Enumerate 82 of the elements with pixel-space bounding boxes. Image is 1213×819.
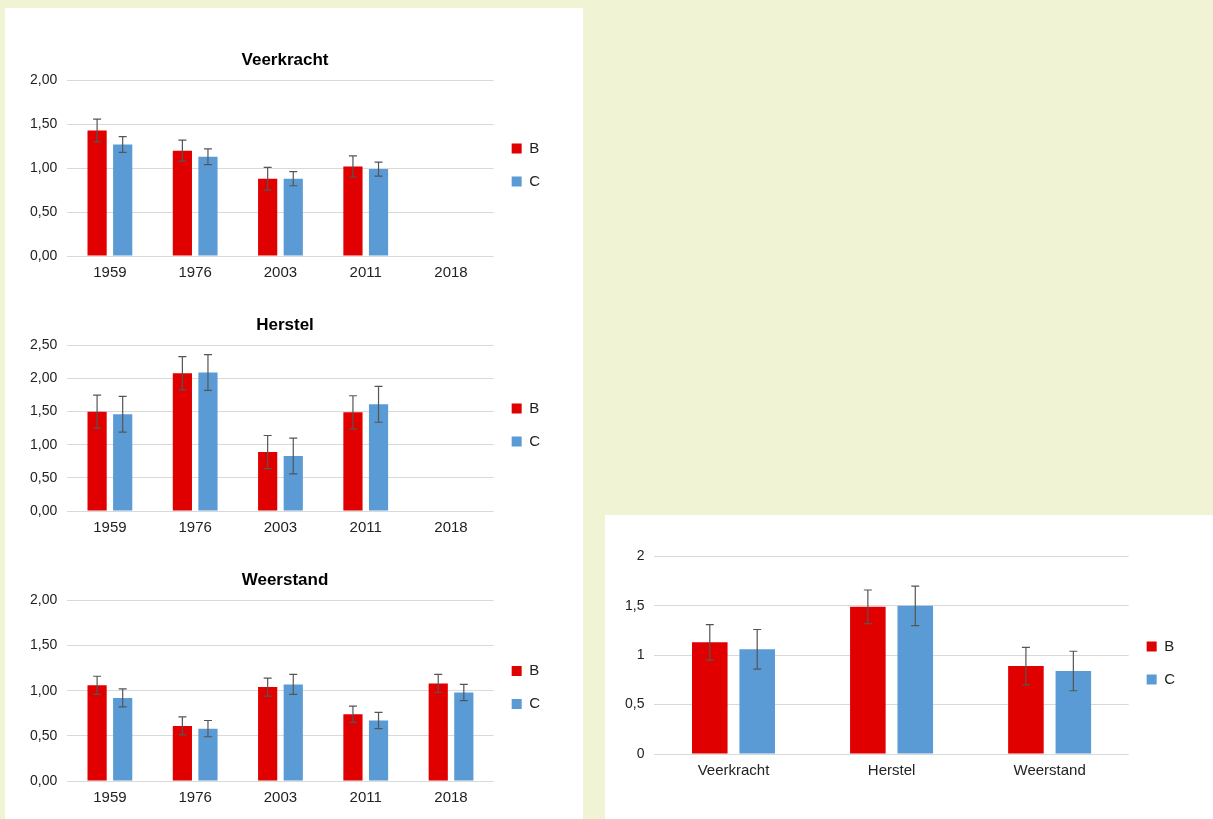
y-tick-label: 0,5	[624, 695, 645, 712]
y-tick-label: 2,00	[30, 71, 58, 88]
bar	[258, 178, 278, 256]
bar	[739, 649, 775, 754]
bar	[113, 414, 133, 511]
bar	[198, 728, 218, 781]
x-tick-label: 2011	[349, 263, 382, 281]
legend-label: C	[529, 694, 541, 712]
bar	[368, 404, 389, 511]
legend-label: C	[529, 431, 541, 449]
y-tick-label: 0,50	[30, 726, 58, 743]
bar	[283, 456, 303, 511]
y-tick-label: 0,00	[30, 246, 58, 263]
y-tick-label: 1,5	[624, 596, 645, 613]
y-tick-label: 0,50	[30, 202, 58, 219]
chart-title: Weerstand	[241, 569, 329, 589]
bar	[87, 130, 107, 256]
legend-label: C	[529, 171, 541, 189]
x-tick-label: 2003	[263, 518, 298, 536]
x-tick-label: 1976	[178, 788, 212, 806]
bar	[1008, 666, 1044, 754]
bar	[172, 150, 192, 256]
x-tick-label: 2018	[434, 263, 468, 281]
bar	[1055, 671, 1092, 754]
bar	[283, 178, 303, 256]
bar	[283, 684, 303, 781]
y-tick-label: 0,00	[30, 771, 58, 788]
legend-label: B	[529, 661, 540, 679]
x-tick-label: 1959	[93, 788, 127, 806]
y-tick-label: 1,00	[30, 435, 58, 452]
bar	[87, 685, 107, 781]
bar	[172, 373, 192, 511]
bar	[897, 605, 934, 754]
y-tick-label: 1	[636, 646, 645, 663]
y-tick-label: 2,00	[30, 369, 58, 386]
bar	[258, 687, 278, 781]
bar	[343, 714, 363, 781]
y-tick-label: 1,00	[30, 159, 58, 176]
x-tick-label: 1959	[93, 518, 127, 536]
bar	[343, 166, 363, 256]
y-tick-label: 2,00	[30, 591, 58, 608]
bar	[198, 372, 218, 511]
y-tick-label: 1,00	[30, 681, 58, 698]
chart-title: Veerkracht	[241, 49, 329, 69]
x-tick-label: Veerkracht	[697, 761, 771, 779]
x-tick-label: 2003	[263, 788, 298, 806]
bar	[428, 683, 448, 781]
x-tick-label: 1976	[178, 263, 212, 281]
bar	[113, 697, 133, 781]
x-tick-label: Weerstand	[1013, 761, 1086, 779]
bar	[198, 156, 218, 256]
y-tick-label: 1,50	[30, 636, 58, 653]
legend-label: B	[1164, 636, 1175, 654]
x-tick-label: 2011	[349, 518, 382, 536]
legend-label: C	[1164, 669, 1176, 687]
bar	[454, 692, 474, 781]
x-tick-label: 2011	[349, 788, 382, 806]
x-tick-label: Herstel	[867, 761, 916, 779]
x-tick-label: 1959	[93, 263, 127, 281]
bar	[343, 412, 363, 511]
bar	[368, 169, 389, 256]
legend-label: B	[529, 398, 540, 416]
y-tick-label: 0,50	[30, 468, 58, 485]
bar	[850, 606, 886, 754]
legend-label: B	[529, 138, 540, 156]
x-tick-label: 2003	[263, 263, 298, 281]
y-tick-label: 1,50	[30, 402, 58, 419]
bar	[87, 411, 107, 511]
x-tick-label: 1976	[178, 518, 212, 536]
y-tick-label: 1,50	[30, 115, 58, 132]
bar	[172, 725, 192, 781]
y-tick-label: 2	[636, 547, 645, 564]
bar	[692, 642, 728, 754]
bar	[258, 452, 278, 511]
x-tick-label: 2018	[434, 518, 468, 536]
y-tick-label: 0,00	[30, 501, 58, 518]
chart-title: Herstel	[256, 314, 314, 334]
x-tick-label: 2018	[434, 788, 468, 806]
y-tick-label: 0	[636, 744, 645, 761]
bar	[113, 144, 133, 256]
bar	[368, 720, 389, 781]
y-tick-label: 2,50	[30, 336, 58, 353]
